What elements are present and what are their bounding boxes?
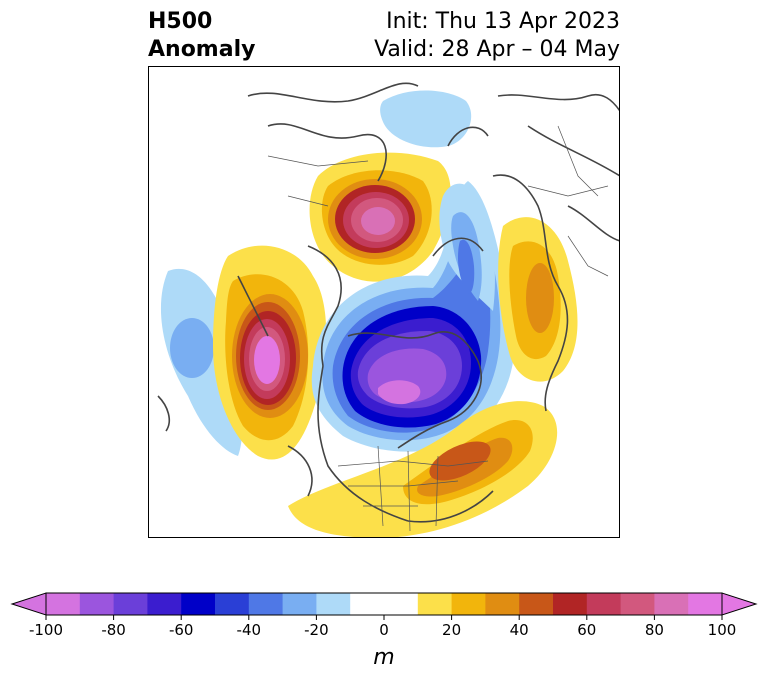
east-pacific-ridge bbox=[213, 245, 327, 460]
colorbar-segment bbox=[417, 593, 453, 615]
colorbar-tick-label: -100 bbox=[29, 621, 63, 639]
colorbar-segment bbox=[350, 593, 419, 615]
colorbar-segment bbox=[147, 593, 182, 615]
colorbar-tick-label: 20 bbox=[442, 621, 461, 639]
chart-title-right: Init: Thu 13 Apr 2023 Valid: 28 Apr – 04… bbox=[374, 8, 620, 64]
colorbar-segment bbox=[316, 593, 351, 615]
canada-greenland-trough bbox=[311, 181, 515, 452]
colorbar-segment bbox=[586, 593, 622, 615]
valid-range: Valid: 28 Apr – 04 May bbox=[374, 37, 620, 62]
political-borders bbox=[267, 125, 609, 532]
colorbar-segment bbox=[215, 593, 250, 615]
variable-title: H500 bbox=[148, 9, 213, 34]
colorbar-segment bbox=[79, 593, 115, 615]
colorbar-unit: m bbox=[373, 645, 395, 670]
colorbar-segment bbox=[688, 593, 723, 615]
europe-ridge bbox=[498, 217, 578, 382]
colorbar-segment bbox=[620, 593, 655, 615]
colorbar-segment bbox=[519, 593, 554, 615]
europe-arctic-trough bbox=[439, 183, 495, 311]
init-date: Init: Thu 13 Apr 2023 bbox=[386, 9, 620, 34]
colorbar-segment bbox=[181, 593, 216, 615]
coastlines bbox=[157, 82, 620, 523]
colorbar-segment bbox=[553, 593, 588, 615]
colorbar-tick-label: 0 bbox=[379, 621, 389, 639]
colorbar-tick-label: -80 bbox=[101, 621, 126, 639]
colorbar-segment bbox=[113, 593, 148, 615]
siberian-arctic-ridge bbox=[309, 152, 451, 282]
colorbar-tick-label: 40 bbox=[510, 621, 529, 639]
colorbar-segment bbox=[451, 593, 486, 615]
colorbar-tick-label: 80 bbox=[645, 621, 664, 639]
north-arctic-trough bbox=[380, 90, 472, 148]
chart-title-left: H500 Anomaly bbox=[148, 8, 255, 64]
colorbar-segment bbox=[654, 593, 689, 615]
colorbar-segment bbox=[248, 593, 284, 615]
colorbar-tick-label: -40 bbox=[237, 621, 262, 639]
colorbar-tick-label: 60 bbox=[577, 621, 596, 639]
colorbar-segment bbox=[46, 593, 81, 615]
field-title: Anomaly bbox=[148, 37, 256, 62]
colorbar-over-arrow bbox=[721, 592, 758, 616]
colorbar-segment bbox=[485, 593, 520, 615]
colorbar-tick-label: -20 bbox=[304, 621, 329, 639]
colorbar-tick-label: -60 bbox=[169, 621, 194, 639]
colorbar-tick-label: 100 bbox=[708, 621, 737, 639]
colorbar: -100 -80 -60 -40 -20 0 20 40 60 80 100 bbox=[10, 592, 758, 639]
colorbar-segment bbox=[282, 593, 317, 615]
anomaly-map bbox=[148, 66, 620, 538]
colorbar-under-arrow bbox=[10, 592, 47, 616]
